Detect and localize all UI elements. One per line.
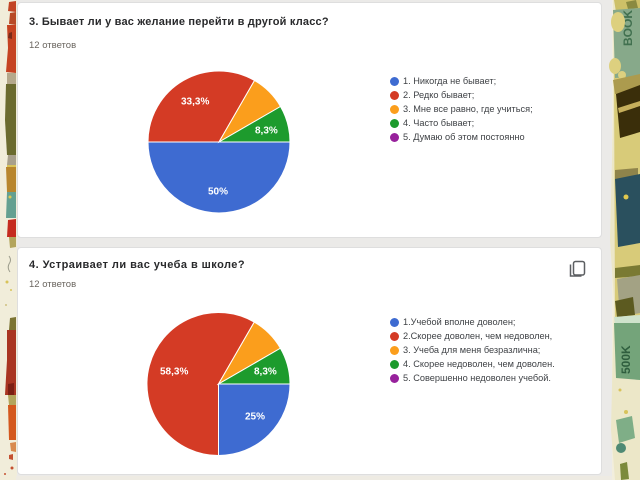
svg-text:8,3%: 8,3% [254,367,277,378]
svg-text:58,3%: 58,3% [160,367,188,378]
svg-text:33,3%: 33,3% [181,97,209,108]
svg-text:8,3%: 8,3% [255,126,278,137]
svg-text:50%: 50% [208,187,228,198]
svg-text:500K: 500K [619,345,633,374]
svg-text:25%: 25% [245,412,265,423]
